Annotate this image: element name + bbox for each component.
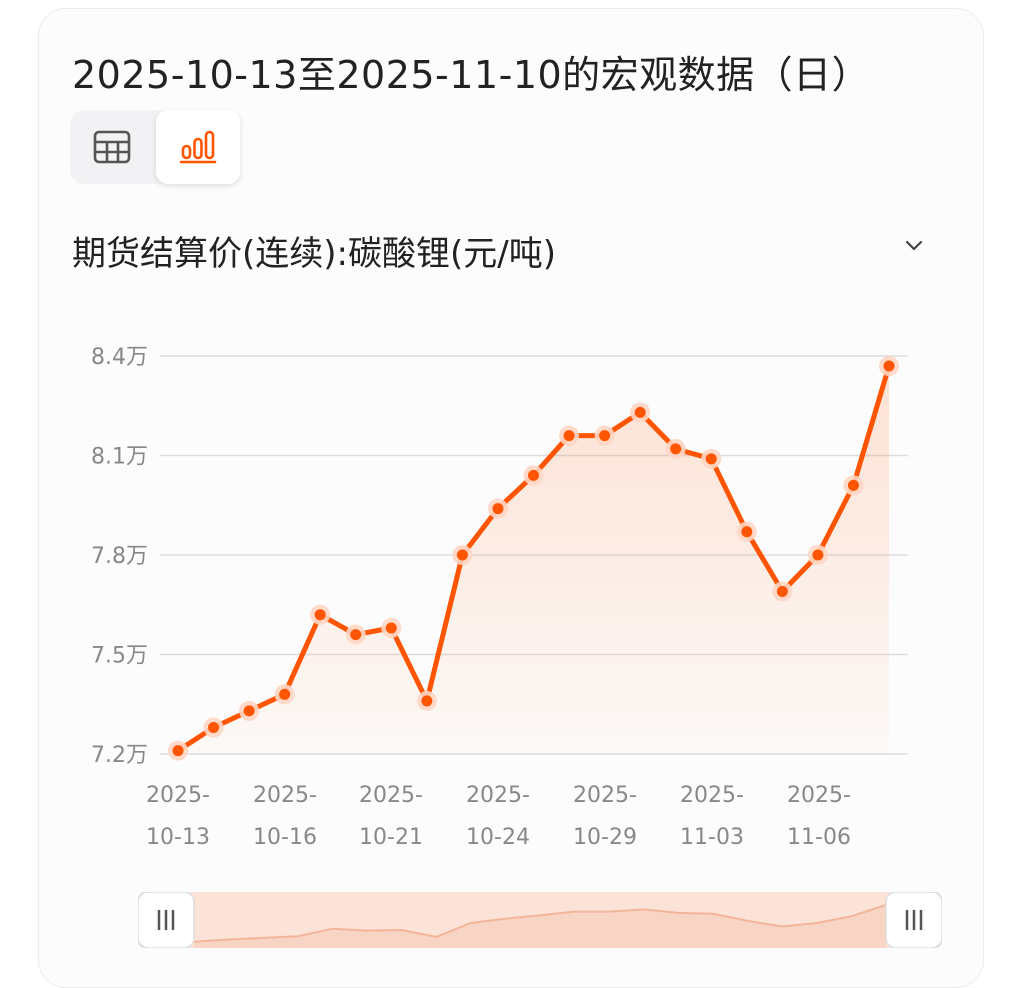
y-tick-label: 7.5万 [91, 644, 148, 669]
data-point[interactable] [843, 475, 864, 496]
slider-right-handle[interactable] [885, 892, 942, 948]
data-point[interactable] [772, 581, 793, 602]
data-point[interactable] [630, 402, 651, 423]
slider-preview-area [194, 905, 886, 948]
x-tick-label-date: 10-24 [466, 825, 530, 850]
x-tick-label-year: 2025- [146, 783, 210, 808]
x-tick-label-date: 10-29 [573, 825, 637, 850]
data-point[interactable] [203, 717, 224, 738]
data-point[interactable] [487, 498, 508, 519]
table-icon [93, 130, 131, 164]
data-point[interactable] [310, 604, 331, 625]
data-point[interactable] [879, 355, 899, 376]
data-point[interactable] [345, 624, 366, 645]
data-point[interactable] [239, 700, 260, 721]
data-point[interactable] [274, 684, 295, 705]
x-tick-label-year: 2025- [787, 783, 851, 808]
y-tick-label: 7.8万 [91, 544, 148, 569]
data-point[interactable] [701, 448, 722, 469]
y-tick-label: 8.4万 [91, 345, 148, 370]
data-point[interactable] [452, 545, 473, 565]
chevron-down-icon[interactable] [900, 232, 928, 260]
slider-preview-line [193, 904, 887, 943]
page-title: 2025-10-13至2025-11-10的宏观数据（日） [72, 53, 871, 97]
data-point[interactable] [416, 690, 437, 711]
x-tick-label-year: 2025- [573, 783, 637, 808]
data-point[interactable] [594, 425, 615, 446]
range-slider[interactable] [138, 892, 942, 948]
x-tick-label-year: 2025- [359, 783, 423, 808]
y-tick-label: 7.2万 [91, 743, 148, 768]
x-tick-label-date: 11-06 [787, 825, 851, 850]
data-point[interactable] [523, 465, 544, 486]
y-tick-label: 8.1万 [91, 445, 148, 470]
x-tick-label-year: 2025- [253, 783, 317, 808]
x-tick-label-year: 2025- [680, 783, 744, 808]
data-point[interactable] [736, 521, 757, 542]
table-view-button[interactable] [70, 110, 154, 184]
data-point[interactable] [665, 438, 686, 459]
line-chart: 7.2万 7.5万 7.8万 8.1万 8.4万 2025- 10-13 2025- 10-1… [91, 345, 908, 850]
x-tick-label-date: 10-16 [253, 825, 317, 850]
data-point[interactable] [168, 740, 188, 761]
x-tick-label-date: 10-21 [359, 825, 423, 850]
x-tick-label-date: 11-03 [680, 825, 744, 850]
slider-left-handle[interactable] [138, 892, 195, 948]
data-point[interactable] [807, 545, 828, 565]
chart-view-button[interactable] [156, 110, 240, 184]
data-point[interactable] [381, 617, 402, 638]
bar-chart-icon [179, 130, 217, 164]
data-point[interactable] [559, 425, 580, 446]
x-tick-label-year: 2025- [466, 783, 530, 808]
indicator-selector-label[interactable]: 期货结算价(连续):碳酸锂(元/吨) [72, 234, 556, 274]
view-switch [70, 110, 240, 184]
x-tick-label-date: 10-13 [146, 825, 210, 850]
